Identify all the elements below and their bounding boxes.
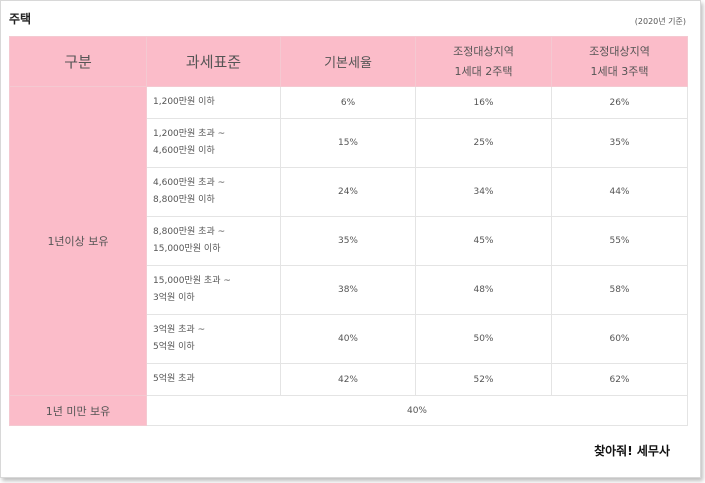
- header-category: 구분: [9, 36, 147, 87]
- range-line: 15,000만원 초과 ~: [153, 276, 231, 286]
- two-house-rate-cell: 48%: [415, 265, 552, 315]
- three-house-rate-cell: 60%: [551, 314, 688, 364]
- table-row: 15,000만원 초과 ~ 3억원 이하 38% 48% 58%: [10, 265, 688, 315]
- basic-rate-cell: 40%: [280, 314, 416, 364]
- range-cell: 3억원 초과 ~ 5억원 이하: [146, 314, 281, 364]
- three-house-rate-cell: 44%: [551, 167, 688, 217]
- table-row: 1년 미만 보유 40%: [9, 395, 688, 426]
- range-line: 1,200만원 이하: [153, 97, 215, 107]
- basic-rate-cell: 24%: [280, 167, 416, 217]
- three-house-rate-cell: 26%: [551, 86, 688, 119]
- range-line: 5억원 초과: [153, 374, 195, 384]
- range-line: 8,800만원 초과 ~: [153, 227, 226, 237]
- basic-rate-cell: 6%: [280, 86, 416, 119]
- three-house-rate-cell: 62%: [551, 363, 688, 396]
- two-house-rate-cell: 45%: [415, 216, 552, 266]
- header-tax-base: 과세표준: [146, 36, 281, 87]
- range-line: 5억원 이하: [153, 342, 195, 352]
- group-over-1yr: 1년이상 보유: [9, 86, 147, 396]
- range-cell: 15,000만원 초과 ~ 3억원 이하: [146, 265, 281, 315]
- three-house-rate-cell: 58%: [551, 265, 688, 315]
- range-line: 4,600만원 초과 ~: [153, 178, 226, 188]
- basic-rate-cell: 15%: [280, 118, 416, 168]
- table-row: 5억원 초과 42% 52% 62%: [10, 363, 688, 396]
- table-row: 8,800만원 초과 ~ 15,000만원 이하 35% 45% 55%: [10, 216, 688, 266]
- three-house-rate-cell: 35%: [551, 118, 688, 168]
- header-adjusted-2-line1: 조정대상지역: [453, 44, 514, 58]
- range-cell: 5억원 초과: [146, 363, 281, 396]
- range-line: 1,200만원 초과 ~: [153, 129, 226, 139]
- range-cell: 8,800만원 초과 ~ 15,000만원 이하: [146, 216, 281, 266]
- two-house-rate-cell: 52%: [415, 363, 552, 396]
- header-adjusted-3: 조정대상지역 1세대 3주택: [551, 36, 688, 87]
- header-adjusted-3-line1: 조정대상지역: [589, 44, 650, 58]
- range-line: 3억원 이하: [153, 293, 195, 303]
- header-adjusted-2: 조정대상지역 1세대 2주택: [415, 36, 552, 87]
- two-house-rate-cell: 16%: [415, 86, 552, 119]
- range-line: 4,600만원 이하: [153, 146, 215, 156]
- range-line: 15,000만원 이하: [153, 244, 221, 254]
- two-house-rate-cell: 34%: [415, 167, 552, 217]
- range-cell: 1,200만원 이하: [146, 86, 281, 119]
- tax-rate-table: 구분 과세표준 기본세율 조정대상지역 1세대 2주택 조정대상지역 1세대 3…: [9, 36, 688, 426]
- range-cell: 1,200만원 초과 ~ 4,600만원 이하: [146, 118, 281, 168]
- group-under-1yr: 1년 미만 보유: [9, 395, 147, 426]
- basic-rate-cell: 35%: [280, 216, 416, 266]
- brand-logo: 찾아줘! 세무사: [594, 444, 670, 458]
- table-row: 1,200만원 초과 ~ 4,600만원 이하 15% 25% 35%: [10, 118, 688, 168]
- three-house-rate-cell: 55%: [551, 216, 688, 266]
- range-line: 3억원 초과 ~: [153, 325, 206, 335]
- table-row: 1년이상 보유 1,200만원 이하 6% 16% 26%: [9, 86, 688, 396]
- basic-rate-cell: 42%: [280, 363, 416, 396]
- range-cell: 4,600만원 초과 ~ 8,800만원 이하: [146, 167, 281, 217]
- header-adjusted-2-line2: 1세대 2주택: [454, 64, 513, 78]
- under-1yr-rate-cell: 40%: [146, 395, 688, 426]
- header-adjusted-3-line2: 1세대 3주택: [590, 64, 649, 78]
- two-house-rate-cell: 25%: [415, 118, 552, 168]
- two-house-rate-cell: 50%: [415, 314, 552, 364]
- basic-rate-cell: 38%: [280, 265, 416, 315]
- header-basic-rate: 기본세율: [280, 36, 416, 87]
- page-title: 주택: [9, 12, 32, 26]
- range-line: 8,800만원 이하: [153, 195, 215, 205]
- basis-note: (2020년 기준): [634, 17, 686, 26]
- table-row: 3억원 초과 ~ 5억원 이하 40% 50% 60%: [10, 314, 688, 364]
- header-row: 구분 과세표준 기본세율 조정대상지역 1세대 2주택 조정대상지역 1세대 3…: [9, 36, 688, 87]
- table-row: 4,600만원 초과 ~ 8,800만원 이하 24% 34% 44%: [10, 167, 688, 217]
